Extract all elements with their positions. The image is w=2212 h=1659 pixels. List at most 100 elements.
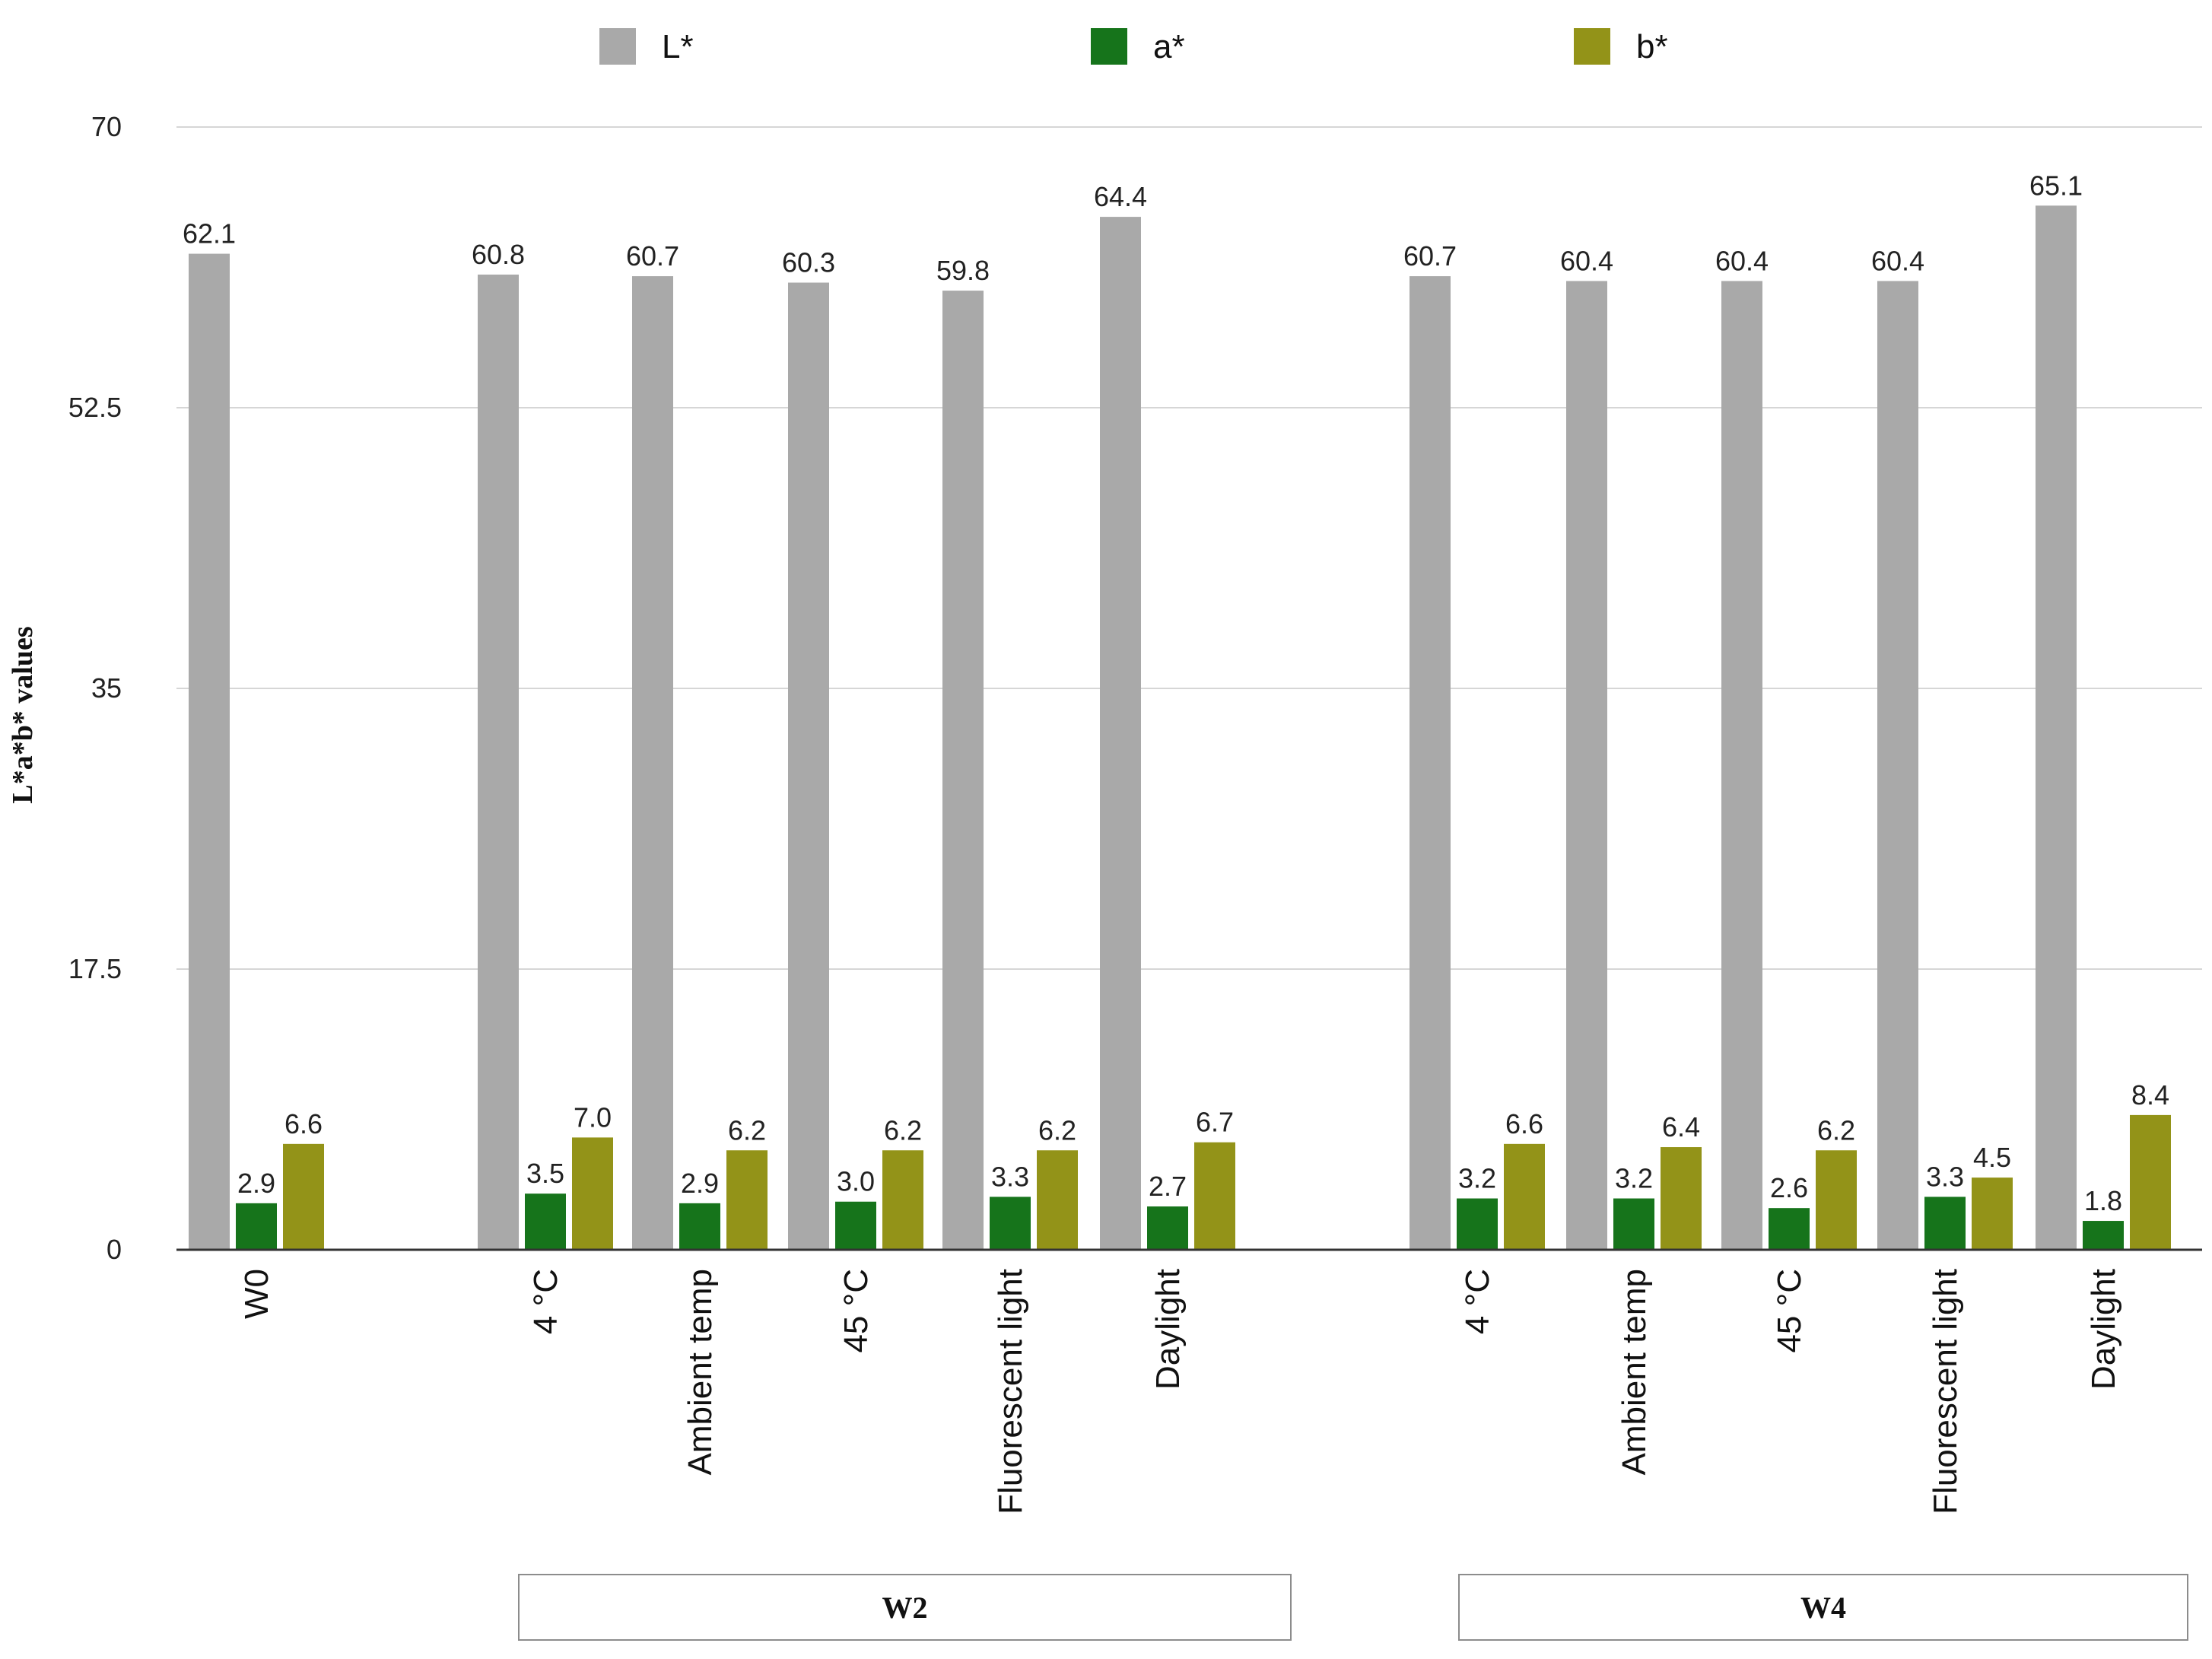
x-tick-label: Fluorescent light [1927, 1269, 1964, 1514]
data-label: 6.6 [284, 1108, 323, 1139]
data-label: 60.8 [472, 239, 525, 270]
legend-label: L* [662, 28, 694, 65]
data-labels: 62.1 2.9 6.6 60.8 3.5 7.0 60.7 2.9 6.2 60.3 3.0 6.2… [183, 170, 2169, 1216]
x-tick-label: 4 °C [1459, 1269, 1496, 1334]
data-label: 8.4 [2131, 1079, 2169, 1111]
data-label: 6.6 [1505, 1108, 1543, 1139]
bar-b-10 [2130, 1114, 2171, 1250]
x-tick-label: Fluorescent light [992, 1269, 1029, 1514]
bar-L-9 [1877, 281, 1918, 1250]
data-label: 2.9 [681, 1168, 719, 1199]
data-label: 64.4 [1094, 181, 1147, 212]
legend-label: b* [1636, 28, 1668, 65]
data-label: 6.2 [1038, 1114, 1076, 1146]
bar-b-8 [1816, 1150, 1857, 1250]
data-label: 1.8 [2084, 1185, 2122, 1216]
data-label: 60.4 [1560, 245, 1613, 276]
bar-b-5 [1194, 1142, 1235, 1250]
y-tick-label: 0 [106, 1234, 122, 1265]
bar-a-3 [835, 1201, 876, 1250]
y-tick-label: 70 [91, 111, 122, 142]
data-label: 2.9 [237, 1168, 275, 1199]
data-label: 60.4 [1715, 245, 1769, 276]
bar-a-7 [1613, 1198, 1654, 1250]
y-tick-label: 52.5 [68, 392, 122, 423]
bar-b-3 [882, 1150, 923, 1250]
data-label: 3.3 [991, 1161, 1029, 1192]
bar-b-1 [572, 1137, 613, 1250]
data-label: 60.4 [1871, 245, 1924, 276]
group-boxes: W2 W4 [518, 1574, 2188, 1641]
data-label: 3.0 [837, 1166, 875, 1197]
bar-L-1 [478, 274, 519, 1251]
bar-L-6 [1410, 276, 1451, 1250]
bar-a-4 [990, 1197, 1031, 1250]
data-label: 65.1 [2029, 170, 2083, 201]
legend-label: a* [1153, 28, 1185, 65]
data-label: 4.5 [1973, 1142, 2011, 1173]
bar-L-0 [189, 253, 230, 1250]
group-label: W2 [882, 1591, 928, 1625]
bar-L-7 [1566, 281, 1607, 1250]
bar-a-6 [1457, 1198, 1498, 1250]
x-tick-label: 45 °C [837, 1269, 875, 1353]
data-label: 6.7 [1196, 1107, 1234, 1138]
x-tick-label: Daylight [2085, 1269, 2122, 1390]
data-label: 2.6 [1770, 1172, 1808, 1203]
bar-L-3 [788, 282, 829, 1250]
bar-b-4 [1037, 1150, 1078, 1250]
bar-b-9 [1972, 1178, 2013, 1250]
group-label: W4 [1800, 1591, 1846, 1625]
data-label: 6.2 [884, 1114, 922, 1146]
bar-a-8 [1769, 1208, 1810, 1250]
bar-b-7 [1661, 1147, 1702, 1250]
x-tick-label: 4 °C [527, 1269, 564, 1334]
data-label: 3.2 [1458, 1163, 1496, 1194]
data-label: 2.7 [1149, 1171, 1187, 1202]
bars [189, 205, 2171, 1251]
x-tick-label: W0 [238, 1269, 275, 1319]
data-label: 60.3 [782, 247, 835, 278]
bar-L-4 [942, 291, 984, 1251]
bar-L-10 [2036, 205, 2077, 1250]
legend: L* a* b* [599, 28, 1668, 65]
bar-b-2 [726, 1150, 768, 1250]
bar-L-2 [632, 276, 673, 1250]
data-label: 62.1 [183, 218, 236, 249]
x-tick-label: Ambient temp [1616, 1269, 1653, 1475]
x-tick-label: 45 °C [1771, 1269, 1808, 1353]
category-labels: W0 4 °C Ambient temp 45 °C Fluorescent light… [238, 1269, 2122, 1514]
bar-a-9 [1924, 1197, 1966, 1250]
bar-a-1 [525, 1193, 566, 1250]
x-tick-label: Ambient temp [682, 1269, 719, 1475]
data-label: 60.7 [1403, 240, 1457, 272]
data-label: 3.2 [1615, 1163, 1653, 1194]
group-box-W2 [518, 1574, 1292, 1641]
y-tick-label: 35 [91, 672, 122, 704]
bar-b-6 [1504, 1143, 1545, 1250]
bar-a-10 [2083, 1221, 2124, 1250]
legend-swatch [1091, 28, 1127, 65]
x-tick-label: Daylight [1149, 1269, 1187, 1390]
data-label: 3.3 [1926, 1161, 1964, 1192]
y-axis-ticks: 0 17.5 35 52.5 70 [68, 111, 122, 1265]
legend-swatch [599, 28, 636, 65]
data-label: 7.0 [574, 1101, 612, 1133]
data-label: 6.2 [1817, 1114, 1855, 1146]
data-label: 59.8 [936, 255, 990, 286]
data-label: 6.4 [1662, 1111, 1700, 1143]
data-label: 60.7 [626, 240, 679, 272]
bar-L-5 [1100, 217, 1141, 1251]
bar-b-0 [283, 1143, 324, 1250]
y-axis-label: L*a*b* values [7, 626, 39, 803]
bar-a-5 [1147, 1206, 1188, 1250]
data-label: 6.2 [728, 1114, 766, 1146]
bar-a-2 [679, 1203, 720, 1250]
data-label: 3.5 [526, 1158, 564, 1189]
bar-a-0 [236, 1203, 277, 1250]
y-tick-label: 17.5 [68, 953, 122, 984]
bar-L-8 [1721, 281, 1762, 1250]
group-box-W4 [1458, 1574, 2188, 1641]
